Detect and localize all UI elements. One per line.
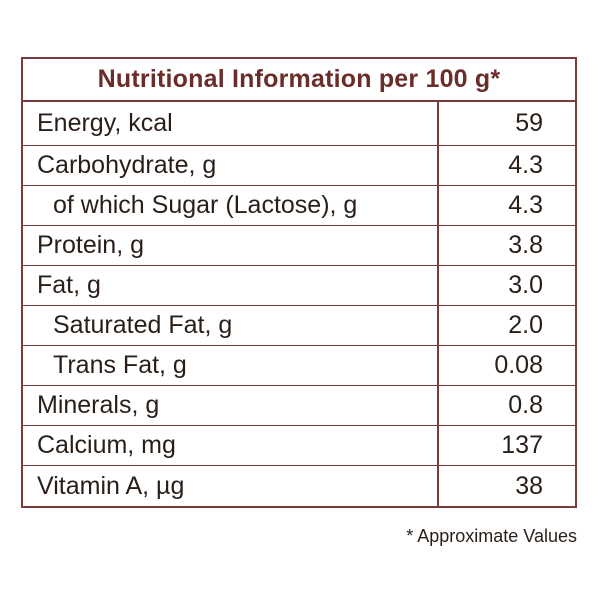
nutrient-name: Protein, g [23,226,439,265]
nutrient-name: Fat, g [23,266,439,305]
nutrient-name: Vitamin A, µg [23,466,439,506]
table-row-vitamin-a: Vitamin A, µg 38 [23,466,575,506]
nutrient-name: of which Sugar (Lactose), g [23,186,439,225]
nutrient-name: Energy, kcal [23,102,439,145]
table-row-carbohydrate: Carbohydrate, g 4.3 [23,146,575,186]
nutrient-value: 59 [515,109,543,137]
nutrient-name: Calcium, mg [23,426,439,465]
table-row-protein: Protein, g 3.8 [23,226,575,266]
footnote: * Approximate Values [406,526,577,546]
nutrition-table: Nutritional Information per 100 g* Energ… [21,57,577,508]
nutrient-value: 0.8 [508,391,543,419]
nutrient-name: Minerals, g [23,386,439,425]
nutrient-value: 3.0 [508,271,543,299]
nutrient-value: 0.08 [494,351,543,379]
table-row-energy: Energy, kcal 59 [23,102,575,146]
table-row-saturated-fat: Saturated Fat, g 2.0 [23,306,575,346]
nutrient-value: 137 [501,431,543,459]
table-row-sugar: of which Sugar (Lactose), g 4.3 [23,186,575,226]
table-row-trans-fat: Trans Fat, g 0.08 [23,346,575,386]
nutrient-value: 4.3 [508,191,543,219]
nutrient-name: Carbohydrate, g [23,146,439,185]
table-row-calcium: Calcium, mg 137 [23,426,575,466]
nutrient-value: 3.8 [508,231,543,259]
nutrient-value: 38 [515,471,543,500]
table-row-minerals: Minerals, g 0.8 [23,386,575,426]
nutrient-value: 4.3 [508,151,543,179]
table-row-fat: Fat, g 3.0 [23,266,575,306]
nutrient-name: Saturated Fat, g [23,306,439,345]
nutrient-name: Trans Fat, g [23,346,439,385]
table-title: Nutritional Information per 100 g* [23,59,575,102]
nutrient-value: 2.0 [508,311,543,339]
